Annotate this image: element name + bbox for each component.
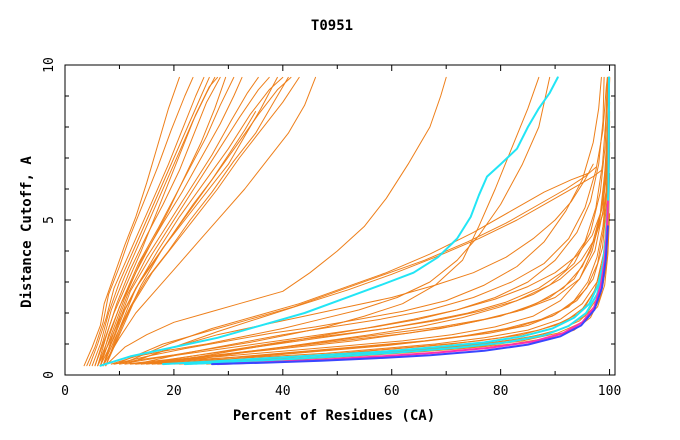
y-tick-label: 0 <box>42 371 57 379</box>
series-line-9 <box>99 76 235 367</box>
series-line-27 <box>119 166 597 364</box>
series-line-47 <box>102 76 316 367</box>
series-line-50 <box>183 76 610 366</box>
series-line-36 <box>140 76 611 365</box>
y-tick-label: 10 <box>42 57 57 73</box>
series-line-11 <box>102 76 259 367</box>
series-line-38 <box>173 111 611 365</box>
series-line-26 <box>129 163 594 364</box>
series-line-15 <box>97 111 257 367</box>
axes: 0 20 40 60 80 100 0 5 10 <box>42 57 621 399</box>
series-line-2 <box>86 76 194 367</box>
series-line-46 <box>135 76 611 365</box>
x-tick-label: 20 <box>166 384 182 399</box>
series-line-45 <box>206 213 611 365</box>
series-line-13 <box>105 76 284 367</box>
series-line-4 <box>91 76 210 367</box>
series-line-52 <box>211 225 609 366</box>
series-line-31 <box>140 76 609 365</box>
series-line-51 <box>216 200 609 366</box>
x-tick-label: 80 <box>493 384 509 399</box>
series-line-1 <box>83 76 180 367</box>
series-line-19 <box>108 76 447 364</box>
chart-title: T0951 <box>311 18 353 34</box>
series-line-43 <box>151 157 609 365</box>
x-tick-label: 60 <box>384 384 400 399</box>
series-line-35 <box>129 76 610 365</box>
series-line-37 <box>157 76 611 365</box>
y-tick-label: 5 <box>42 216 57 224</box>
series-line-49 <box>162 206 609 366</box>
series-line-22 <box>113 76 602 365</box>
x-tick-label: 40 <box>275 384 291 399</box>
series-line-28 <box>124 173 589 364</box>
series-line-29 <box>129 169 602 364</box>
series-line-3 <box>89 76 205 367</box>
x-tick-label: 0 <box>61 384 69 399</box>
x-axis-label: Percent of Residues (CA) <box>233 408 435 424</box>
y-axis-label: Distance Cutoff, A <box>19 156 35 308</box>
series-line-39 <box>168 101 611 365</box>
series-line-21 <box>110 76 551 365</box>
plot-lines <box>83 76 611 367</box>
series-line-12 <box>102 76 270 367</box>
series-line-30 <box>135 76 608 365</box>
series-line-34 <box>162 76 611 365</box>
series-line-48 <box>99 76 559 367</box>
series-line-16 <box>99 76 278 367</box>
series-line-33 <box>151 76 610 365</box>
series-line-10 <box>99 76 243 367</box>
series-line-17 <box>102 76 289 367</box>
x-tick-label: 100 <box>598 384 621 399</box>
series-line-7 <box>97 76 221 367</box>
series-line-18 <box>105 76 300 367</box>
